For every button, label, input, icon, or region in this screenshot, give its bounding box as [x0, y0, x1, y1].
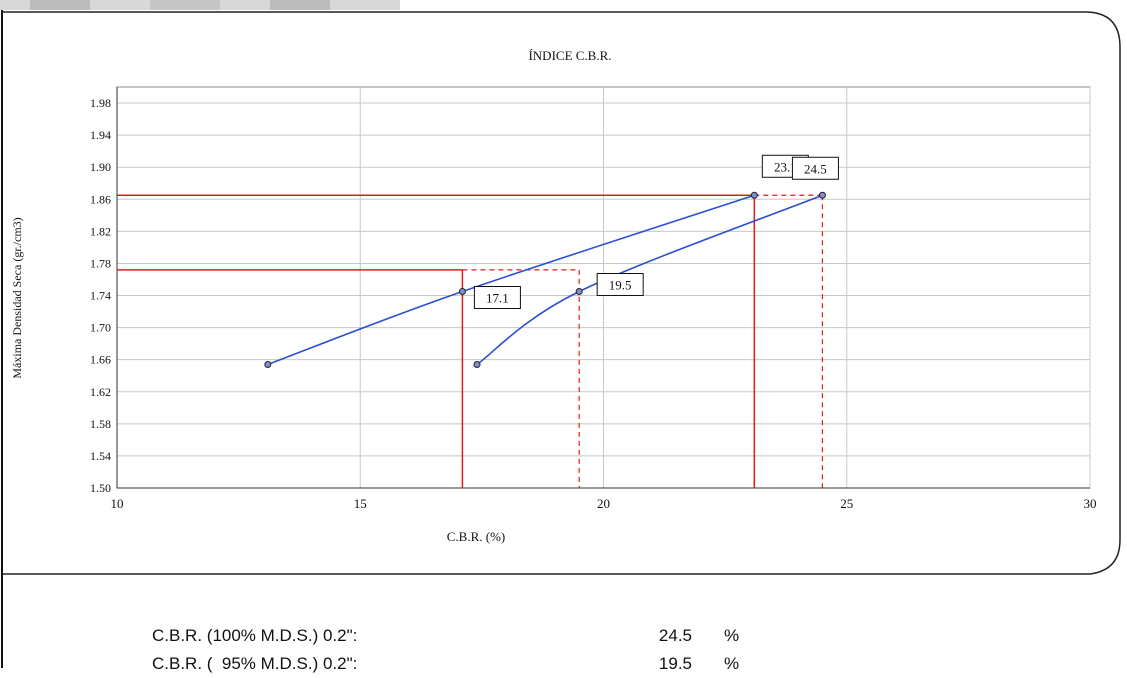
y-tick-label: 1.58 — [90, 417, 111, 431]
data-point — [750, 191, 758, 199]
series-line-1 — [267, 194, 755, 366]
y-tick-label: 1.62 — [90, 385, 111, 399]
chart-title: ÍNDICE C.B.R. — [528, 48, 611, 63]
y-tick-label: 1.90 — [90, 160, 111, 174]
data-label: 17.1 — [473, 286, 521, 310]
grid — [116, 86, 1091, 489]
data-labels: 17.1 19.5 23.1 24.5 — [473, 154, 839, 310]
y-tick-label: 1.78 — [90, 256, 111, 270]
y-tick-label: 1.94 — [90, 128, 111, 142]
y-tick-label: 1.50 — [90, 481, 111, 495]
series-line-2 — [476, 194, 823, 366]
series-lines — [264, 191, 826, 368]
data-label-box — [473, 286, 521, 310]
y-tick-label: 1.98 — [90, 96, 111, 110]
data-label-box — [791, 156, 839, 180]
tick-labels: 1.50 1.54 1.58 1.62 1.66 1.70 1.74 1.78 1.82 1.86… — [90, 96, 1097, 511]
top-watermark-strip — [0, 0, 400, 10]
y-tick-label: 1.82 — [90, 224, 111, 238]
reference-lines — [117, 194, 824, 488]
summary-unit: % — [724, 626, 740, 645]
y-tick-label: 1.66 — [90, 353, 111, 367]
summary-label: C.B.R. ( 95% M.D.S.) 0.2": — [152, 654, 358, 673]
x-tick-label: 20 — [597, 496, 610, 511]
cbr-chart: 17.1 19.5 23.1 24.5 1.50 1.54 1.58 1.62 1.66 1.7… — [10, 48, 1097, 544]
x-tick-label: 10 — [111, 496, 124, 511]
y-axis-label: Máxima Densidad Seca (gr./cm3) — [10, 217, 24, 378]
data-label-text: 23.1 — [774, 159, 797, 174]
data-label: 24.5 — [791, 156, 839, 180]
x-tick-label: 25 — [840, 496, 853, 511]
y-tick-label: 1.70 — [90, 321, 111, 335]
y-tick-label: 1.74 — [90, 289, 111, 303]
summary-value: 19.5 — [658, 654, 692, 673]
data-point — [818, 191, 826, 199]
data-label-box — [596, 273, 644, 297]
data-label-text: 24.5 — [804, 161, 827, 176]
summary-unit: % — [724, 654, 740, 673]
y-tick-label: 1.54 — [90, 449, 111, 463]
x-tick-label: 15 — [354, 496, 367, 511]
data-point — [458, 288, 466, 296]
data-point — [473, 360, 481, 368]
data-label-text: 19.5 — [609, 278, 632, 293]
summary-label: C.B.R. (100% M.D.S.) 0.2": — [152, 626, 358, 645]
y-tick-label: 1.86 — [90, 192, 111, 206]
x-tick-label: 30 — [1084, 496, 1097, 511]
summary-value: 24.5 — [658, 626, 692, 645]
x-axis-label: C.B.R. (%) — [447, 529, 506, 544]
data-label: 19.5 — [596, 273, 644, 297]
data-point — [264, 360, 272, 368]
data-label-text: 17.1 — [486, 291, 509, 306]
data-point — [575, 288, 583, 296]
